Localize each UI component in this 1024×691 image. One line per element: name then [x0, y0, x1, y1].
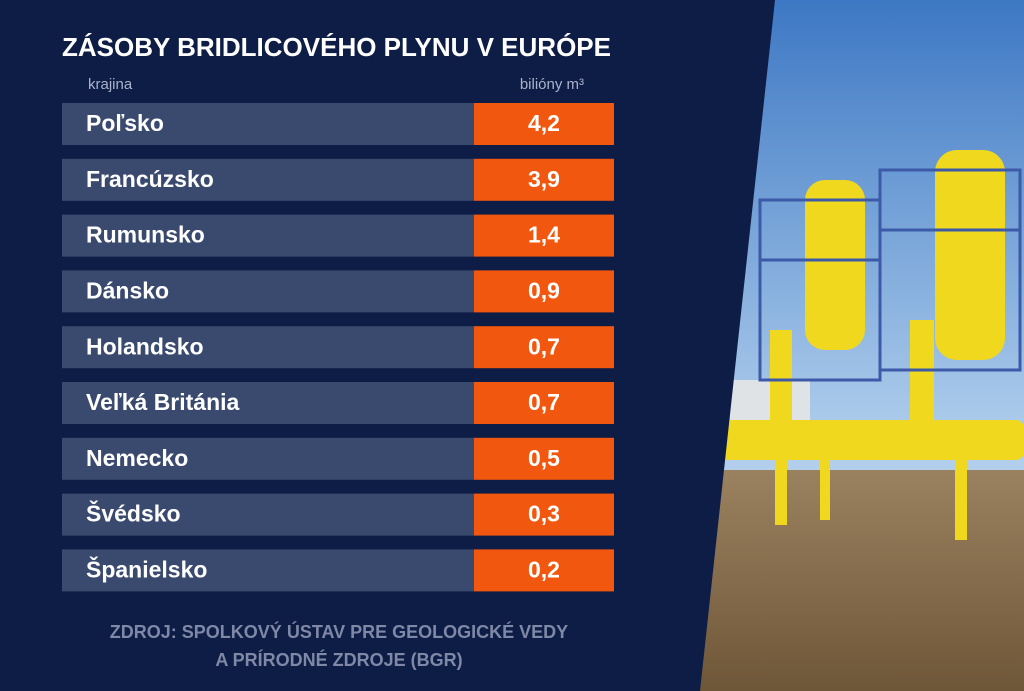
row-value-cell [474, 493, 614, 536]
country: Veľká Británia [86, 389, 240, 415]
country: Holandsko [86, 333, 204, 359]
title: ZÁSOBY BRIDLICOVÉHO PLYNU V EURÓPE [62, 32, 611, 62]
column-header: krajina [88, 76, 133, 93]
row-label-cell [62, 437, 474, 480]
country: Španielsko [86, 555, 207, 582]
row-label-cell [62, 549, 474, 592]
row-label-cell [62, 270, 474, 313]
row-label-cell [62, 103, 474, 145]
row-value-cell [474, 549, 614, 592]
country: Poľsko [86, 110, 164, 136]
row-label-cell [62, 214, 474, 257]
row-label-cell [62, 326, 474, 369]
row-value-cell [474, 214, 614, 257]
value: 0,7 [528, 333, 560, 359]
source: A PRÍRODNÉ ZDROJE (BGR) [215, 649, 462, 670]
rows: Poľsko 4,2 Francúzsko 3,9 Rumunsko 1,4 Dánsko 0… [62, 103, 614, 592]
source: ZDROJ: SPOLKOVÝ ÚSTAV PRE GEOLOGICKÉ VED… [110, 621, 568, 642]
value: 0,3 [528, 501, 560, 527]
row-value-cell [474, 158, 614, 201]
photo [680, 0, 1024, 691]
value: 0,7 [528, 389, 560, 415]
value: 0,9 [528, 277, 560, 303]
country: Francúzsko [86, 166, 214, 192]
row-label-cell [62, 382, 474, 424]
value: 0,5 [528, 445, 560, 471]
country: Rumunsko [86, 222, 205, 248]
row-value-cell [474, 270, 614, 313]
row-label-cell [62, 493, 474, 536]
row-value-cell [474, 382, 614, 424]
country: Dánsko [86, 277, 169, 303]
value: 0,2 [528, 556, 560, 582]
value: 4,2 [528, 110, 560, 136]
row-label-cell [62, 158, 474, 201]
row-value-cell [474, 326, 614, 369]
country: Švédsko [86, 500, 181, 527]
row-value-cell [474, 103, 614, 145]
value: 3,9 [528, 166, 560, 192]
row-value-cell [474, 437, 614, 480]
column-header: bilióny m³ [520, 76, 584, 93]
country: Nemecko [86, 445, 188, 471]
value: 1,4 [528, 222, 560, 248]
